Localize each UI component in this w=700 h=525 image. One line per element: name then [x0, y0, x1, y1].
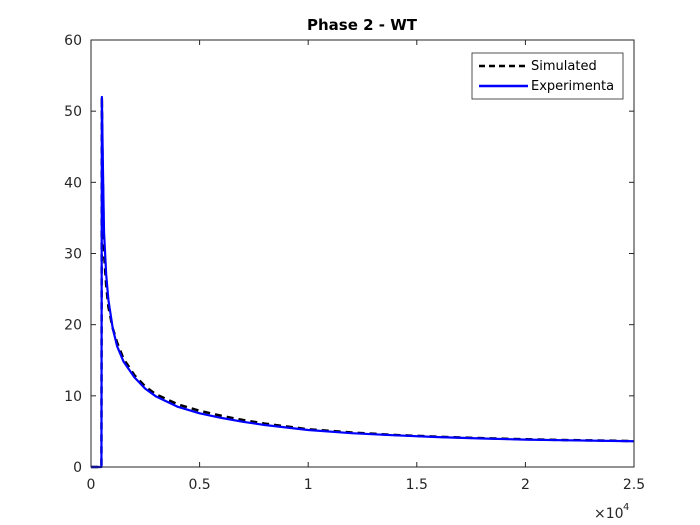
x-tick-label: 0.5 [188, 477, 210, 493]
y-tick-label: 50 [64, 104, 82, 120]
y-tick-label: 40 [64, 175, 82, 191]
plot-area [91, 40, 634, 467]
legend-box [471, 52, 624, 100]
x-tick-label: 2 [521, 477, 530, 493]
chart-title: Phase 2 - WT [307, 16, 418, 34]
y-tick-label: 60 [64, 33, 82, 49]
series-line-experimenta [91, 95, 635, 469]
x-tick-label: 1 [304, 477, 313, 493]
y-tick-label: 10 [64, 389, 82, 405]
y-tick-label: 20 [64, 318, 82, 334]
y-tick-label: 30 [64, 247, 82, 263]
legend-label-experimenta: Experimenta [531, 79, 614, 94]
x-tick-label: 1.5 [406, 477, 428, 493]
x-exponent-power: 4 [623, 502, 629, 513]
x-tick-label: 2.5 [623, 477, 645, 493]
axis-layer: 0 0.5 1 1.5 2 2.5 0 10 20 30 40 50 60 [64, 33, 645, 493]
legend: Simulated Experimenta [471, 52, 624, 100]
x-exponent-label: ×10 4 [594, 502, 629, 522]
x-tick-label: 0 [87, 477, 96, 493]
series-layer [91, 95, 635, 469]
legend-label-simulated: Simulated [531, 59, 597, 74]
y-tick-label: 0 [73, 460, 82, 476]
x-exponent-base: ×10 [594, 506, 624, 522]
